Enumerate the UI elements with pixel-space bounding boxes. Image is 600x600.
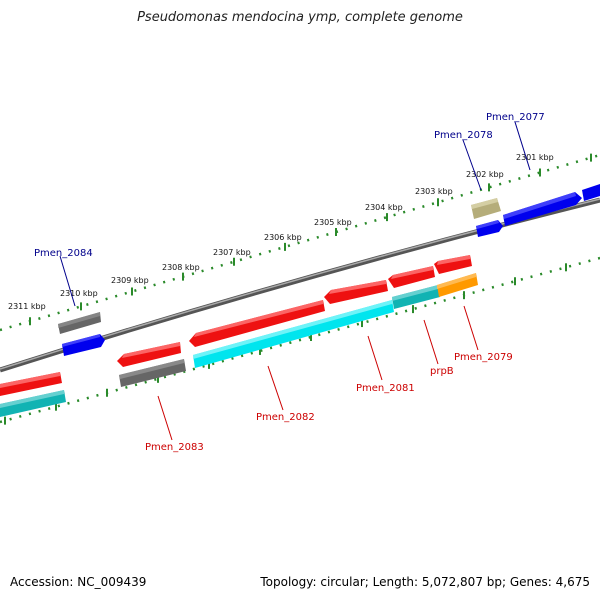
scale-label: 2307 kbp	[213, 248, 251, 257]
gene-pmen-2081-feature	[324, 280, 388, 304]
gene-pmen-2084-feature	[58, 312, 101, 334]
lower-scale-track	[0, 256, 600, 424]
gene-label-pmen-2077: Pmen_2077	[486, 112, 545, 123]
scale-label: 2304 kbp	[365, 203, 403, 212]
scale-label: 2302 kbp	[466, 170, 504, 179]
scale-label: 2310 kbp	[60, 289, 98, 298]
gene-pmen-2082-feature	[193, 300, 394, 368]
upper-scale-track	[0, 153, 600, 332]
scale-labels: 2311 kbp 2310 kbp 2309 kbp 2308 kbp 2307 kbp…	[8, 153, 554, 311]
gene-label-pmen-2082: Pmen_2082	[256, 412, 315, 423]
gene-left-teal-feature	[0, 390, 66, 417]
accession-text: Accession: NC_009439	[10, 575, 147, 589]
gene-pmen-2077-feature	[503, 192, 582, 226]
gene-pmen-2083-feature	[119, 359, 186, 387]
page-title: Pseudomonas mendocina ymp, complete geno…	[137, 10, 463, 25]
gene-label-pmen-2084: Pmen_2084	[34, 248, 93, 259]
scale-label: 2305 kbp	[314, 218, 352, 227]
forward-genes	[58, 184, 600, 356]
scale-label: 2309 kbp	[111, 276, 149, 285]
scale-label: 2303 kbp	[415, 187, 453, 196]
reverse-genes	[0, 255, 478, 417]
gene-pmen-2082-red-feature	[189, 300, 325, 347]
gene-pmen-2083-red-feature	[117, 342, 181, 367]
gene-prpb-red-feature	[388, 266, 435, 288]
gene-label-prpb: prpB	[430, 366, 454, 377]
scale-label: 2311 kbp	[8, 302, 46, 311]
gene-prpb-feature	[392, 285, 440, 309]
gene-pmen-2079-red-feature	[434, 255, 472, 274]
gene-pmen-2078-feature	[471, 198, 501, 219]
gene-label-pmen-2078: Pmen_2078	[434, 130, 493, 141]
gene-left-red-feature	[0, 372, 62, 396]
gene-blue-edge-feature	[582, 184, 600, 201]
scale-label: 2306 kbp	[264, 233, 302, 242]
gene-pmen-2079-feature	[437, 273, 478, 297]
scale-label: 2301 kbp	[516, 153, 554, 162]
gene-label-pmen-2081: Pmen_2081	[356, 383, 415, 394]
genome-summary-text: Topology: circular; Length: 5,072,807 bp…	[260, 575, 590, 589]
scale-label: 2308 kbp	[162, 263, 200, 272]
upper-major-ticks	[29, 153, 592, 326]
gene-label-pmen-2083: Pmen_2083	[145, 442, 204, 453]
gene-pmen-2084-blue-feature	[62, 334, 105, 356]
gene-pmen-2078-blue-feature	[476, 220, 503, 237]
label-leaders	[59, 121, 531, 441]
gene-label-pmen-2079: Pmen_2079	[454, 352, 513, 363]
